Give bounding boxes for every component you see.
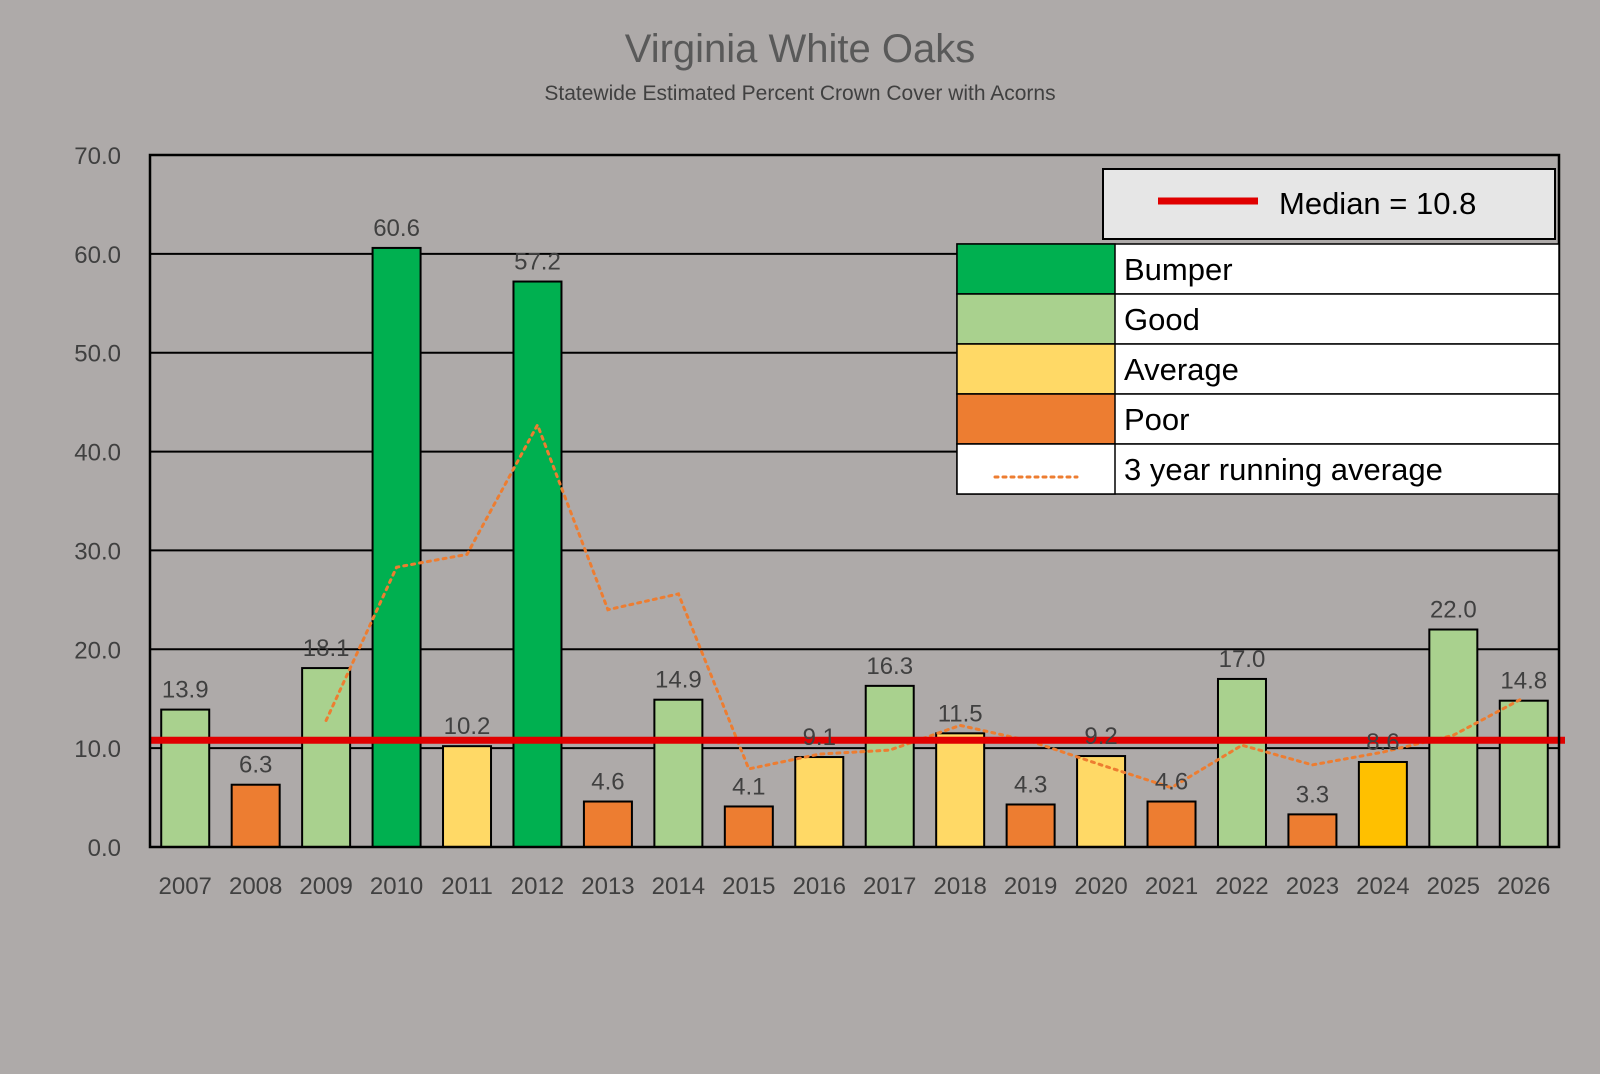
- bar: [512, 280, 563, 848]
- legend-label: Bumper: [1124, 252, 1233, 287]
- legend-median-label: Median = 10.8: [1279, 186, 1476, 221]
- legend-label: Average: [1124, 352, 1239, 387]
- bar: [442, 745, 493, 848]
- y-tick-label: 20.0: [74, 637, 121, 664]
- legend-label: Good: [1124, 302, 1200, 337]
- x-tick-label: 2023: [1286, 873, 1339, 900]
- legend-swatch: [956, 393, 1116, 445]
- plot-frame: [148, 153, 1561, 849]
- bar: [1005, 803, 1056, 849]
- data-label: 11.5: [938, 700, 983, 727]
- data-label: 18.1: [303, 635, 350, 662]
- x-tick-label: 2024: [1356, 873, 1409, 900]
- y-tick-label: 40.0: [74, 440, 121, 467]
- x-tick-label: 2011: [441, 873, 493, 900]
- x-tick-label: 2013: [581, 873, 634, 900]
- bar: [301, 667, 352, 848]
- bar: [653, 698, 704, 849]
- legend-swatch: [956, 343, 1116, 395]
- bar: [794, 756, 845, 848]
- x-tick-label: 2019: [1004, 873, 1057, 900]
- legend-label: 3 year running average: [1124, 452, 1443, 487]
- x-tick-label: 2021: [1145, 873, 1198, 900]
- chart-subtitle: Statewide Estimated Percent Crown Cover …: [544, 82, 1055, 105]
- data-label: 17.0: [1219, 646, 1266, 673]
- data-label: 16.3: [866, 653, 913, 680]
- legend-swatch-cell: [956, 443, 1116, 495]
- chart-title: Virginia White Oaks: [625, 27, 976, 71]
- y-tick-label: 50.0: [74, 341, 121, 368]
- x-tick-label: 2012: [511, 873, 564, 900]
- data-label: 13.9: [162, 677, 209, 704]
- y-tick-label: 60.0: [74, 242, 121, 269]
- data-label: 4.1: [732, 773, 765, 800]
- bar: [582, 800, 633, 848]
- data-label: 57.2: [514, 249, 561, 276]
- bar: [723, 805, 774, 848]
- x-tick-label: 2017: [863, 873, 916, 900]
- data-label: 4.3: [1014, 771, 1047, 798]
- data-label: 4.6: [591, 769, 624, 796]
- bar: [160, 708, 211, 848]
- y-tick-label: 70.0: [74, 143, 121, 170]
- bar: [371, 246, 422, 848]
- data-label: 6.3: [239, 752, 272, 779]
- data-label: 4.6: [1155, 769, 1188, 796]
- data-label: 9.2: [1084, 723, 1117, 750]
- legend-swatch: [956, 293, 1116, 345]
- bar: [1146, 800, 1197, 848]
- x-tick-label: 2022: [1215, 873, 1268, 900]
- bar: [864, 684, 915, 848]
- data-label: 60.6: [373, 215, 420, 242]
- x-axis: 2007 2008 2009 2010 2011 2012 2013 2014 2015 2016…: [159, 873, 1551, 900]
- data-label: 14.9: [655, 667, 702, 694]
- data-labels: 13.9 6.3 18.1 60.6 10.2 57.2 4.6 14.9 4.1 9.1 16.3…: [162, 215, 1547, 808]
- data-label: 3.3: [1296, 781, 1329, 808]
- bar: [1357, 760, 1408, 848]
- x-tick-label: 2016: [793, 873, 846, 900]
- x-tick-label: 2020: [1074, 873, 1127, 900]
- legend: Median = 10.8 Bumper Good Average Poor 3 year…: [956, 168, 1560, 495]
- x-tick-label: 2018: [933, 873, 986, 900]
- x-tick-label: 2010: [370, 873, 423, 900]
- bar: [1287, 813, 1338, 848]
- bar: [935, 732, 986, 848]
- x-tick-label: 2015: [722, 873, 775, 900]
- bar: [1498, 699, 1549, 848]
- data-label: 10.2: [444, 713, 491, 740]
- x-tick-label: 2007: [159, 873, 212, 900]
- bar: [1216, 677, 1267, 849]
- x-tick-label: 2014: [652, 873, 705, 900]
- legend-swatch: [956, 243, 1116, 295]
- legend-label: Poor: [1124, 402, 1189, 437]
- y-tick-label: 10.0: [74, 736, 121, 763]
- y-axis: 0.0 10.0 20.0 30.0 40.0 50.0 60.0 70.0: [74, 143, 121, 862]
- data-label: 14.8: [1500, 668, 1547, 695]
- y-tick-label: 0.0: [88, 835, 121, 862]
- data-label: 8.6: [1366, 729, 1399, 756]
- y-tick-label: 30.0: [74, 538, 121, 565]
- data-label: 22.0: [1430, 597, 1477, 624]
- x-tick-label: 2008: [229, 873, 282, 900]
- data-label: 9.1: [803, 724, 836, 751]
- x-tick-label: 2026: [1497, 873, 1550, 900]
- bar: [230, 783, 281, 848]
- x-tick-label: 2009: [299, 873, 352, 900]
- x-tick-label: 2025: [1427, 873, 1480, 900]
